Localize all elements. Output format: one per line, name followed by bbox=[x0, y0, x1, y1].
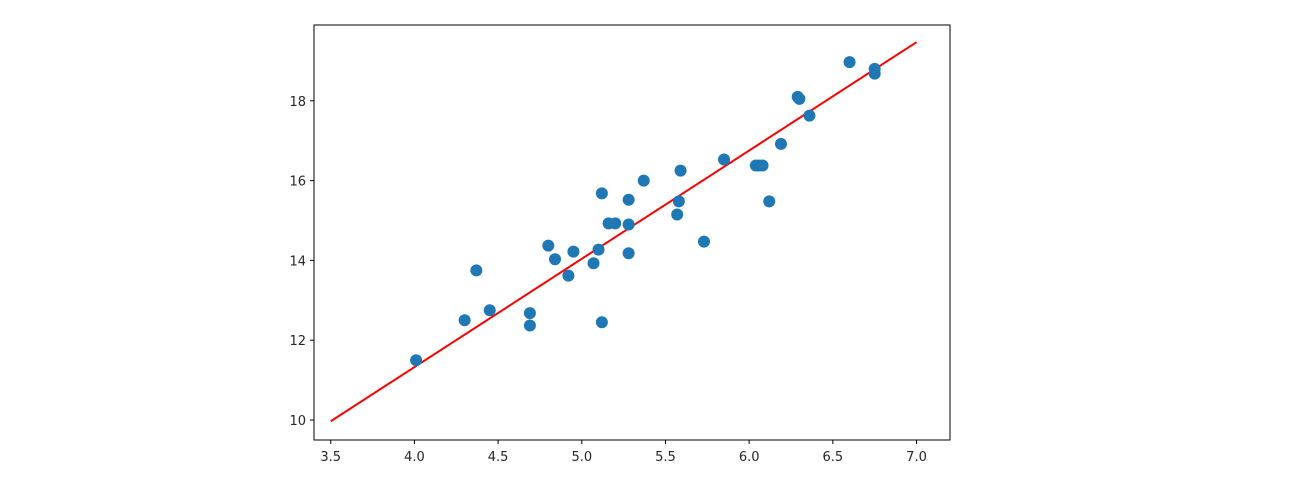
y-tick-label: 16 bbox=[289, 175, 306, 190]
fit-line-layer bbox=[330, 41, 918, 423]
x-tick-label: 3.5 bbox=[320, 450, 341, 465]
scatter-point bbox=[609, 217, 622, 230]
scatter-point bbox=[672, 195, 685, 208]
scatter-point bbox=[793, 92, 806, 105]
scatter-point bbox=[595, 316, 608, 329]
scatter-point bbox=[523, 319, 536, 332]
scatter-point bbox=[697, 235, 710, 248]
x-tick-label: 5.0 bbox=[571, 450, 592, 465]
x-tick-label: 5.5 bbox=[655, 450, 676, 465]
scatter-point bbox=[592, 243, 605, 256]
x-tick-label: 7.0 bbox=[906, 450, 927, 465]
x-tick-label: 4.0 bbox=[404, 450, 425, 465]
x-tick-label: 6.0 bbox=[739, 450, 760, 465]
scatter-point bbox=[549, 253, 562, 266]
scatter-point bbox=[483, 304, 496, 317]
x-tick-label: 6.5 bbox=[822, 450, 843, 465]
scatter-point bbox=[718, 153, 731, 166]
scatter-points bbox=[410, 56, 881, 367]
scatter-point bbox=[763, 195, 776, 208]
y-tick-label: 14 bbox=[289, 254, 306, 269]
scatter-point bbox=[622, 247, 635, 260]
regression-line bbox=[330, 41, 918, 423]
y-tick-label: 10 bbox=[289, 414, 306, 429]
scatter-point bbox=[803, 109, 816, 122]
y-tick-label: 12 bbox=[289, 334, 306, 349]
scatter-point bbox=[671, 208, 684, 221]
scatter-point bbox=[523, 307, 536, 320]
x-tick-label: 4.5 bbox=[488, 450, 509, 465]
scatter-point bbox=[587, 257, 600, 270]
scatter-point bbox=[542, 239, 555, 252]
scatter-point bbox=[622, 218, 635, 231]
scatter-point bbox=[674, 164, 687, 177]
plot-frame bbox=[313, 24, 951, 441]
scatter-point bbox=[567, 245, 580, 258]
y-tick-label: 18 bbox=[289, 95, 306, 110]
scatter-point bbox=[562, 269, 575, 282]
scatter-point bbox=[774, 137, 787, 150]
scatter-point bbox=[622, 193, 635, 206]
scatter-point bbox=[410, 354, 423, 367]
scatter-point bbox=[637, 174, 650, 187]
scatter-point bbox=[470, 264, 483, 277]
scatter-point bbox=[868, 67, 881, 80]
axis-ticks: 3.5 4.0 4.5 5.0 5.5 6.0 6.5 7.0 10 12 14 16 18 bbox=[289, 95, 926, 465]
scatter-point bbox=[843, 56, 856, 69]
scatter-point bbox=[458, 314, 471, 327]
scatter-point bbox=[595, 187, 608, 200]
scatter-point bbox=[756, 159, 769, 172]
